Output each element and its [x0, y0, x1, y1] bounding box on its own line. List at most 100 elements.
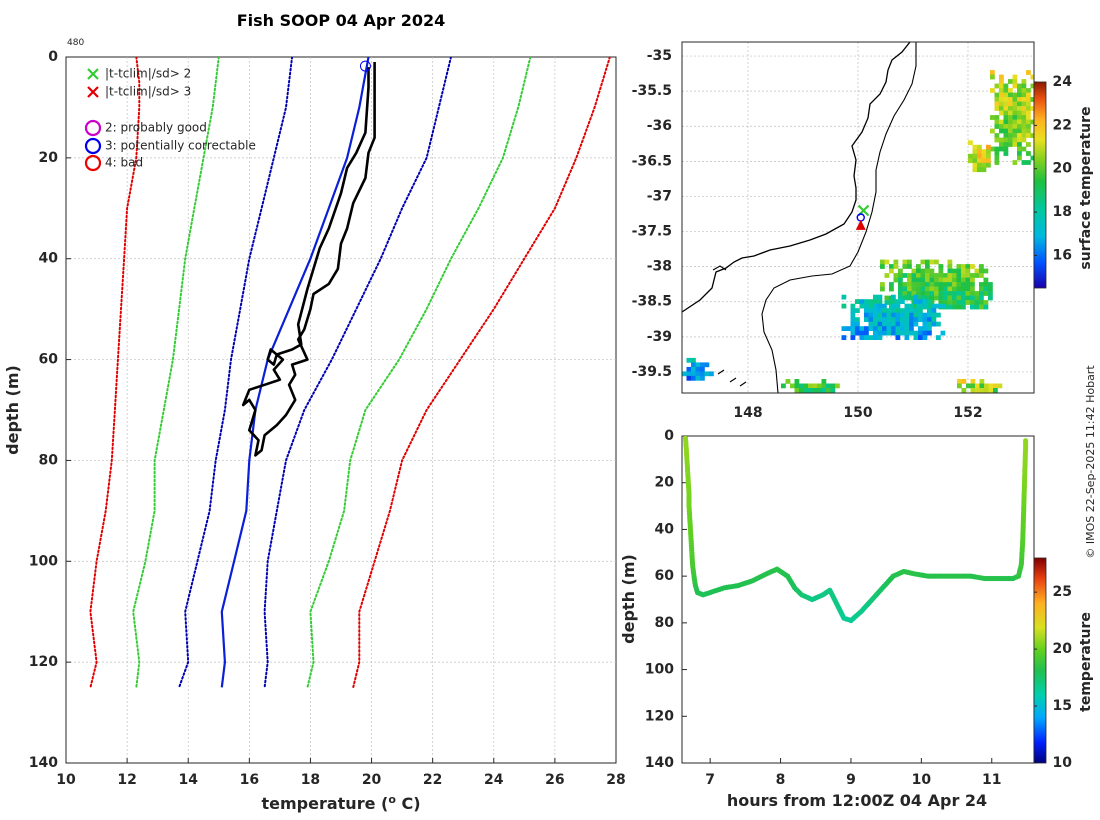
section-x-label: hours from 12:00Z 04 Apr 24: [727, 791, 987, 810]
sst-pixel: [895, 330, 901, 336]
sst-pixel: [975, 388, 980, 393]
sst-pixel: [1030, 106, 1034, 111]
sst-pixel: [700, 366, 705, 372]
sst-pixel: [873, 326, 878, 331]
sst-pixel: [918, 312, 923, 318]
sst-pixel: [931, 321, 937, 327]
sst-pixel: [922, 312, 928, 318]
sst-pixel: [889, 282, 894, 287]
sst-pixel: [970, 295, 975, 301]
x-tick-label: 28: [606, 772, 625, 788]
sst-pixel: [934, 295, 939, 301]
sst-pixel: [929, 259, 935, 265]
sst-pixel: [925, 291, 930, 296]
sst-pixel: [900, 317, 905, 322]
section-x-ticks: 7 8 9 10 11: [705, 758, 1002, 788]
sst-pixel: [895, 321, 901, 327]
section-y-tick-label: 60: [655, 568, 675, 584]
section-y-tick-label: 20: [655, 475, 675, 491]
sst-pixel: [999, 110, 1004, 116]
sst-pixel: [1017, 137, 1022, 143]
sst-pixel: [913, 321, 919, 327]
sst-pixel: [994, 151, 1000, 156]
sst-pixel: [927, 317, 932, 322]
sst-pixel: [1021, 83, 1027, 89]
sst-pixel: [952, 268, 957, 274]
sst-pixel: [898, 286, 903, 292]
sst-pixel: [1012, 137, 1018, 143]
sst-pixel: [1021, 88, 1027, 93]
profile-x-ticks: 10 12 14 16 18 20 22 24 26 28: [56, 758, 626, 788]
sst-pixel: [911, 273, 917, 278]
sst-pixel: [920, 268, 926, 274]
sst-pixel: [1008, 88, 1013, 93]
sst-pixel: [868, 317, 874, 322]
sst-pixel: [877, 326, 883, 331]
sst-pixel: [691, 371, 696, 377]
sst-pixel: [1017, 124, 1022, 129]
sst-pixel: [907, 259, 912, 265]
sst-pixel: [877, 299, 883, 304]
map-y-tick-label: -37: [647, 188, 672, 204]
sst-pixel: [904, 294, 910, 300]
sst-pixel: [938, 300, 944, 305]
sst-pixel: [988, 295, 993, 301]
sst-pixel: [895, 326, 901, 331]
sst-pixel: [983, 286, 989, 292]
sst-pixel: [873, 317, 878, 322]
map-y-ticks: -35 -35.5 -36 -36.5 -37 -37.5 -38 -38.5 -39 -39.5: [632, 48, 672, 380]
profile-x-label: temperature (o C): [261, 793, 420, 813]
shelf-edge: [761, 42, 917, 393]
sst-pixel: [957, 383, 962, 389]
sst-pixel: [986, 158, 991, 164]
sst-pixel: [936, 312, 941, 318]
sst-pixel: [994, 133, 1000, 138]
sst-pixel: [968, 140, 973, 146]
sst-pixel: [965, 264, 971, 269]
sst-pixel: [891, 294, 896, 300]
sst-pixel: [943, 295, 948, 301]
sst-pixel: [902, 286, 908, 292]
coastline: [682, 42, 917, 393]
sst-pixel: [855, 299, 860, 304]
sst-pixel: [927, 330, 932, 336]
sst-pixel: [821, 379, 827, 384]
sst-pixel: [895, 312, 901, 318]
sst-pixel: [952, 282, 957, 287]
sst-pixel: [900, 312, 905, 318]
sst-pixel: [952, 304, 957, 310]
section-x-tick-label: 9: [846, 772, 856, 788]
sst-pixel: [895, 308, 901, 313]
sst-pixel: [965, 291, 971, 296]
sst-pixel: [794, 383, 800, 389]
sst-pixel: [975, 383, 980, 389]
sst-pixel: [981, 162, 987, 168]
sst-pixel: [907, 277, 912, 283]
sst-pixel: [934, 273, 939, 278]
sst-pixel: [898, 277, 903, 283]
section-y-tick-label: 80: [655, 615, 675, 631]
sst-pixel: [981, 167, 987, 173]
sst-pixel: [994, 146, 1000, 152]
map-y-tick-label: -38: [647, 259, 672, 275]
sst-pixel: [970, 379, 976, 384]
sst-pixel: [999, 146, 1004, 152]
sst-pixel: [977, 149, 982, 155]
sst-pixel: [947, 273, 953, 278]
sst-pixel: [900, 321, 905, 327]
sst-pixel: [977, 158, 982, 164]
sst-colorbar-tick-label: 24: [1053, 74, 1073, 90]
series-observed-profile: [241, 62, 376, 457]
sst-pixel: [999, 124, 1004, 129]
sst-pixel: [916, 282, 921, 287]
sst-pixel: [979, 295, 984, 301]
sst-pixel: [1003, 137, 1009, 143]
sst-pixel: [821, 383, 827, 389]
chart-title: Fish SOOP 04 Apr 2024: [237, 11, 446, 30]
sst-pixel: [821, 388, 827, 393]
sst-pixel: [1017, 101, 1022, 107]
sst-pixel: [886, 308, 892, 313]
sst-pixel: [1012, 124, 1018, 129]
sst-pixel: [1026, 124, 1031, 129]
profile-plot-area: [65, 56, 617, 764]
